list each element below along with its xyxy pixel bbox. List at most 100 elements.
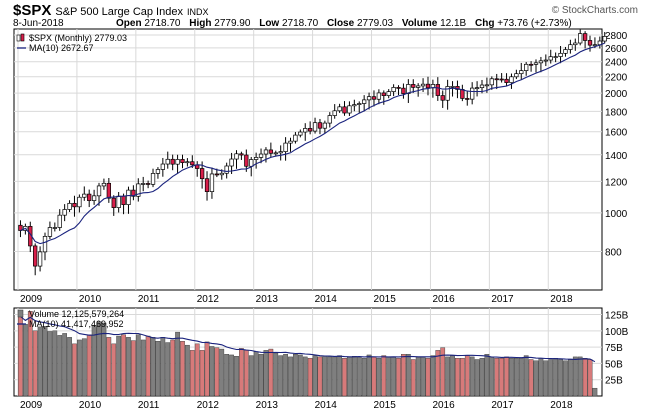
x-tick-label-volume: 2011: [138, 400, 160, 411]
volume-bar: [72, 343, 77, 397]
candle-body: [244, 154, 249, 167]
volume-bar: [18, 316, 23, 397]
candle-body: [224, 165, 229, 174]
y-tick-label-price: 1200: [605, 177, 628, 188]
y-tick-label-price: 2200: [605, 73, 628, 84]
candle-body: [484, 84, 490, 87]
low-value: 2718.70: [282, 18, 319, 29]
volume-bar: [145, 335, 151, 397]
candle-body: [145, 183, 151, 185]
volume-bar: [194, 343, 200, 397]
candle-body: [141, 183, 146, 185]
volume-bar: [170, 339, 176, 397]
high-label: High: [189, 18, 212, 29]
volume-bar: [381, 355, 387, 397]
symbol: $SPX: [13, 2, 52, 19]
volume-bar: [307, 357, 313, 397]
volume-bar: [234, 356, 239, 397]
candle-body: [587, 40, 593, 46]
quote-date: 8-Jun-2018: [13, 18, 64, 29]
candle-body: [440, 95, 445, 101]
candle-body: [396, 87, 401, 89]
candle-body: [155, 169, 161, 174]
candle-body: [538, 60, 544, 64]
volume-bar: [229, 354, 234, 397]
volume-bar: [460, 357, 465, 397]
candle-body: [37, 251, 43, 267]
candle-body: [307, 128, 313, 132]
volume-bar: [361, 357, 367, 397]
legend-candle-icon: [20, 33, 25, 42]
volume-bar: [489, 356, 495, 397]
candle-body: [489, 78, 494, 86]
candle-body: [543, 59, 548, 62]
candle-body: [170, 158, 175, 165]
candle-body: [357, 103, 362, 105]
volume-bar: [273, 352, 279, 397]
candle-body: [327, 115, 332, 124]
volume-bar: [479, 357, 485, 397]
volume-bar: [558, 359, 563, 397]
candle-body: [229, 158, 234, 167]
candle-body: [509, 76, 514, 83]
candle-body: [548, 56, 553, 61]
legend-bar-icon: [17, 309, 24, 318]
candle-body: [519, 70, 524, 75]
volume-bar: [214, 347, 220, 397]
volume-bar: [548, 359, 554, 397]
volume-bar: [356, 356, 362, 397]
x-tick-label-volume: 2012: [197, 400, 220, 411]
candle-body: [568, 44, 573, 50]
candle-body: [592, 44, 598, 47]
volume-bar: [81, 338, 87, 397]
chg-value: +73.76 (+2.73%): [497, 18, 572, 29]
candle-body: [180, 159, 185, 163]
candle-body: [504, 78, 509, 83]
candle-body: [199, 168, 205, 180]
candle-body: [332, 110, 337, 116]
candle-body: [96, 185, 102, 197]
candle-body: [52, 227, 57, 229]
volume-bar: [258, 354, 264, 397]
candle-body: [278, 151, 283, 154]
candle-body: [386, 91, 391, 96]
candle-body: [136, 183, 141, 197]
candle-body: [219, 172, 224, 176]
candle-body: [401, 87, 406, 94]
y-tick-label-price: 2600: [605, 44, 628, 55]
volume-bar: [32, 330, 38, 397]
candle-body: [553, 56, 558, 58]
candle-body: [33, 245, 38, 267]
candle-body: [391, 87, 396, 92]
candle-body: [406, 84, 411, 94]
watermark: © StockCharts.com: [551, 5, 638, 16]
candle-body: [42, 236, 48, 253]
candle-body: [450, 86, 455, 88]
volume-bar: [278, 355, 284, 397]
candle-body: [165, 158, 170, 165]
y-tick-label-volume: 25B: [605, 376, 623, 387]
volume-bar: [140, 339, 146, 397]
candle-body: [209, 173, 215, 192]
candle-body: [283, 142, 288, 152]
volume-bar: [342, 357, 347, 397]
exchange: INDX: [186, 7, 209, 17]
volume-bar: [494, 357, 500, 397]
candle-body: [376, 92, 382, 100]
candle-body: [298, 131, 303, 136]
volume-bar: [337, 355, 342, 397]
volume-bar: [312, 355, 318, 397]
close-label: Close: [326, 18, 355, 29]
candle-body: [347, 105, 352, 114]
candle-body: [121, 195, 126, 205]
candle-body: [582, 33, 588, 41]
volume-bar: [131, 340, 136, 397]
volume-legend-entry: Volume 12,125,579,264: [29, 309, 124, 319]
volume-bar: [126, 337, 131, 397]
volume-bar: [219, 348, 225, 397]
candle-body: [116, 195, 121, 208]
candle-body: [67, 202, 72, 210]
candle-body: [204, 178, 210, 192]
volume-bar: [376, 357, 382, 397]
volume-bar: [37, 326, 43, 397]
